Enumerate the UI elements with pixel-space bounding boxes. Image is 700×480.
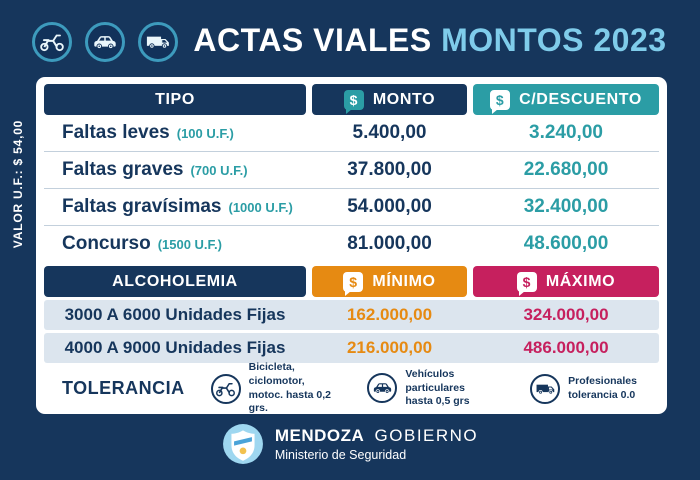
fine-discount-amount: 48.600,00 bbox=[523, 233, 609, 254]
alcohol-min-amount: 162.000,00 bbox=[346, 305, 433, 324]
tolerancia-item-auto: Vehículos particulares hasta 0,5 grs bbox=[367, 368, 508, 409]
uf-amount: (100 U.F.) bbox=[176, 126, 234, 141]
alcohol-max-amount: 486.000,00 bbox=[523, 338, 609, 357]
money-badge-icon: $ bbox=[343, 271, 364, 296]
tolerancia-text: Profesionales tolerancia 0.0 bbox=[568, 374, 637, 401]
fine-type: Faltas graves (700 U.F.) bbox=[62, 159, 248, 180]
fine-amount: 37.800,00 bbox=[347, 159, 432, 180]
tolerancia-text: Vehículos particulares hasta 0,5 grs bbox=[405, 368, 470, 408]
page-title: ACTAS VIALES MONTOS 2023 bbox=[182, 22, 678, 59]
fine-discount-amount: 3.240,00 bbox=[529, 122, 603, 143]
uf-amount: (1500 U.F.) bbox=[157, 237, 222, 252]
org-name: MENDOZA GOBIERNO bbox=[274, 426, 479, 445]
alcohol-min-amount: 216.000,00 bbox=[346, 338, 433, 357]
truck-icon bbox=[138, 22, 178, 62]
fine-discount-amount: 22.680,00 bbox=[523, 159, 609, 180]
fines-table-header: TIPO $ MONTO $ C/DESCUENTO bbox=[44, 84, 659, 115]
alcohol-table-header: ALCOHOLEMIA $ MÍNIMO $ MÁXIMO bbox=[44, 266, 659, 297]
tolerancia-text: Bicicleta, ciclomotor, motoc. hasta 0,2 … bbox=[248, 361, 331, 415]
table-row: 3000 A 6000 Unidades Fijas 162.000,00 32… bbox=[44, 300, 659, 330]
title-main: ACTAS VIALES bbox=[193, 22, 432, 58]
content-card: TIPO $ MONTO $ C/DESCUENTO Faltas leves … bbox=[36, 77, 667, 414]
fine-discount-amount: 32.400,00 bbox=[523, 196, 609, 217]
scooter-icon bbox=[210, 373, 241, 404]
tolerancia-item-profesional: Profesionales tolerancia 0.0 bbox=[530, 373, 637, 404]
table-row: 4000 A 9000 Unidades Fijas 216.000,00 48… bbox=[44, 333, 659, 363]
fine-type: Faltas gravísimas (1000 U.F.) bbox=[62, 196, 293, 217]
alcohol-max-amount: 324.000,00 bbox=[523, 305, 609, 324]
truck-icon bbox=[530, 373, 561, 404]
org-subtitle: Ministerio de Seguridad bbox=[274, 448, 407, 462]
uf-amount: (700 U.F.) bbox=[190, 163, 248, 178]
car-icon bbox=[85, 22, 125, 62]
money-badge-icon: $ bbox=[516, 271, 537, 296]
fine-type: Faltas leves (100 U.F.) bbox=[62, 122, 234, 143]
tolerancia-section: TOLERANCIA Bicicleta, ciclomotor, motoc.… bbox=[44, 361, 659, 414]
title-accent: MONTOS 2023 bbox=[441, 22, 667, 58]
fine-type: Concurso (1500 U.F.) bbox=[62, 233, 222, 254]
alcohol-range: 3000 A 6000 Unidades Fijas bbox=[64, 305, 286, 324]
fine-amount: 5.400,00 bbox=[352, 122, 427, 143]
mendoza-crest-icon bbox=[222, 423, 264, 465]
scooter-icon bbox=[32, 22, 72, 62]
fine-amount: 54.000,00 bbox=[347, 196, 432, 217]
table-row: Faltas gravísimas (1000 U.F.) 54.000,00 … bbox=[44, 189, 659, 226]
column-header-maximo: $ MÁXIMO bbox=[473, 266, 659, 297]
table-row: Faltas leves (100 U.F.) 5.400,00 3.240,0… bbox=[44, 115, 659, 152]
header-vehicle-icons bbox=[32, 22, 178, 62]
footer-logo: MENDOZA GOBIERNO Ministerio de Seguridad bbox=[0, 423, 700, 465]
uf-value-note: VALOR U.F.: $ 54,00 bbox=[11, 119, 25, 249]
column-header-alcoholemia: ALCOHOLEMIA bbox=[44, 266, 306, 297]
fine-amount: 81.000,00 bbox=[347, 233, 432, 254]
car-icon bbox=[367, 373, 398, 404]
money-badge-icon: $ bbox=[490, 89, 511, 114]
table-row: Faltas graves (700 U.F.) 37.800,00 22.68… bbox=[44, 152, 659, 189]
column-header-descuento: $ C/DESCUENTO bbox=[473, 84, 659, 115]
tolerancia-item-moto: Bicicleta, ciclomotor, motoc. hasta 0,2 … bbox=[210, 361, 346, 416]
alcohol-range: 4000 A 9000 Unidades Fijas bbox=[64, 338, 286, 357]
column-header-minimo: $ MÍNIMO bbox=[312, 266, 467, 297]
column-header-monto: $ MONTO bbox=[312, 84, 467, 115]
tolerancia-label: TOLERANCIA bbox=[62, 378, 185, 398]
money-badge-icon: $ bbox=[343, 89, 364, 114]
org-text: MENDOZA GOBIERNO Ministerio de Seguridad bbox=[275, 426, 478, 462]
uf-amount: (1000 U.F.) bbox=[228, 200, 293, 215]
column-header-tipo: TIPO bbox=[44, 84, 306, 115]
table-row: Concurso (1500 U.F.) 81.000,00 48.600,00 bbox=[44, 226, 659, 262]
